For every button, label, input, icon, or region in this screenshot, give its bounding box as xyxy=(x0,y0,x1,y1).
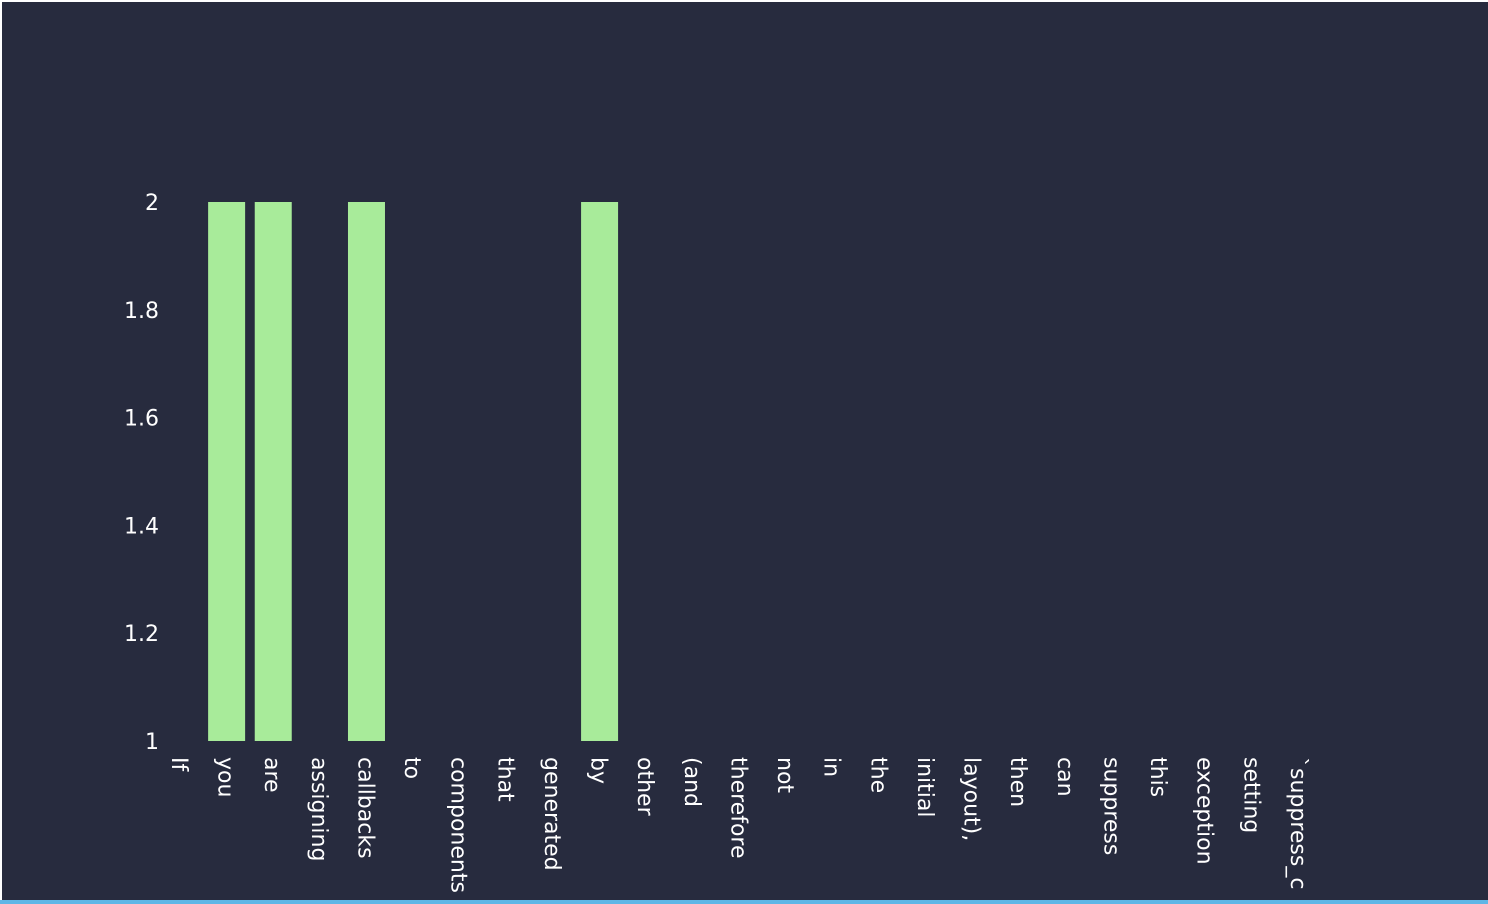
x-tick-label: `suppress_c xyxy=(1285,757,1310,889)
y-tick-label: 2 xyxy=(145,191,159,216)
y-tick-label: 1.2 xyxy=(124,622,159,647)
x-tick-label: not xyxy=(772,757,797,793)
x-tick-label: can xyxy=(1052,757,1077,797)
x-tick-label: exception xyxy=(1192,757,1217,865)
x-tick-label: this xyxy=(1145,757,1170,797)
x-tick-label: components xyxy=(446,757,471,893)
y-tick-label: 1.8 xyxy=(124,299,159,324)
x-tick-label: you xyxy=(213,757,238,797)
x-tick-label: assigning xyxy=(306,757,331,861)
x-tick-label: in xyxy=(819,757,844,777)
bar-1 xyxy=(208,202,246,741)
y-tick-label: 1 xyxy=(145,730,159,755)
x-tick-label: then xyxy=(1005,757,1030,807)
x-tick-label: suppress xyxy=(1098,757,1123,855)
x-tick-label: callbacks xyxy=(352,757,377,859)
x-tick-label: that xyxy=(492,757,517,802)
x-tick-label: the xyxy=(865,757,890,793)
x-axis-ticks: If you are assigning callbacks to components th… xyxy=(166,757,1310,893)
y-tick-label: 1.6 xyxy=(124,407,159,432)
x-tick-label: are xyxy=(259,757,284,793)
y-tick-label: 1.4 xyxy=(124,514,159,539)
bar-9 xyxy=(581,202,619,741)
x-tick-label: by xyxy=(586,757,611,784)
x-tick-label: If xyxy=(166,757,191,772)
y-axis-ticks: 1 1.2 1.4 1.6 1.8 2 xyxy=(124,191,159,755)
bars-group xyxy=(208,202,619,741)
x-tick-label: (and xyxy=(679,757,704,807)
bar-4 xyxy=(347,202,385,741)
x-tick-label: therefore xyxy=(725,757,750,859)
x-tick-label: to xyxy=(399,757,424,779)
x-tick-label: generated xyxy=(539,757,564,871)
x-tick-label: other xyxy=(632,757,657,817)
x-tick-label: layout), xyxy=(959,757,984,841)
x-tick-label: initial xyxy=(912,757,937,818)
bar-2 xyxy=(254,202,292,741)
x-tick-label: setting xyxy=(1238,757,1263,833)
bottom-border xyxy=(0,900,1488,904)
